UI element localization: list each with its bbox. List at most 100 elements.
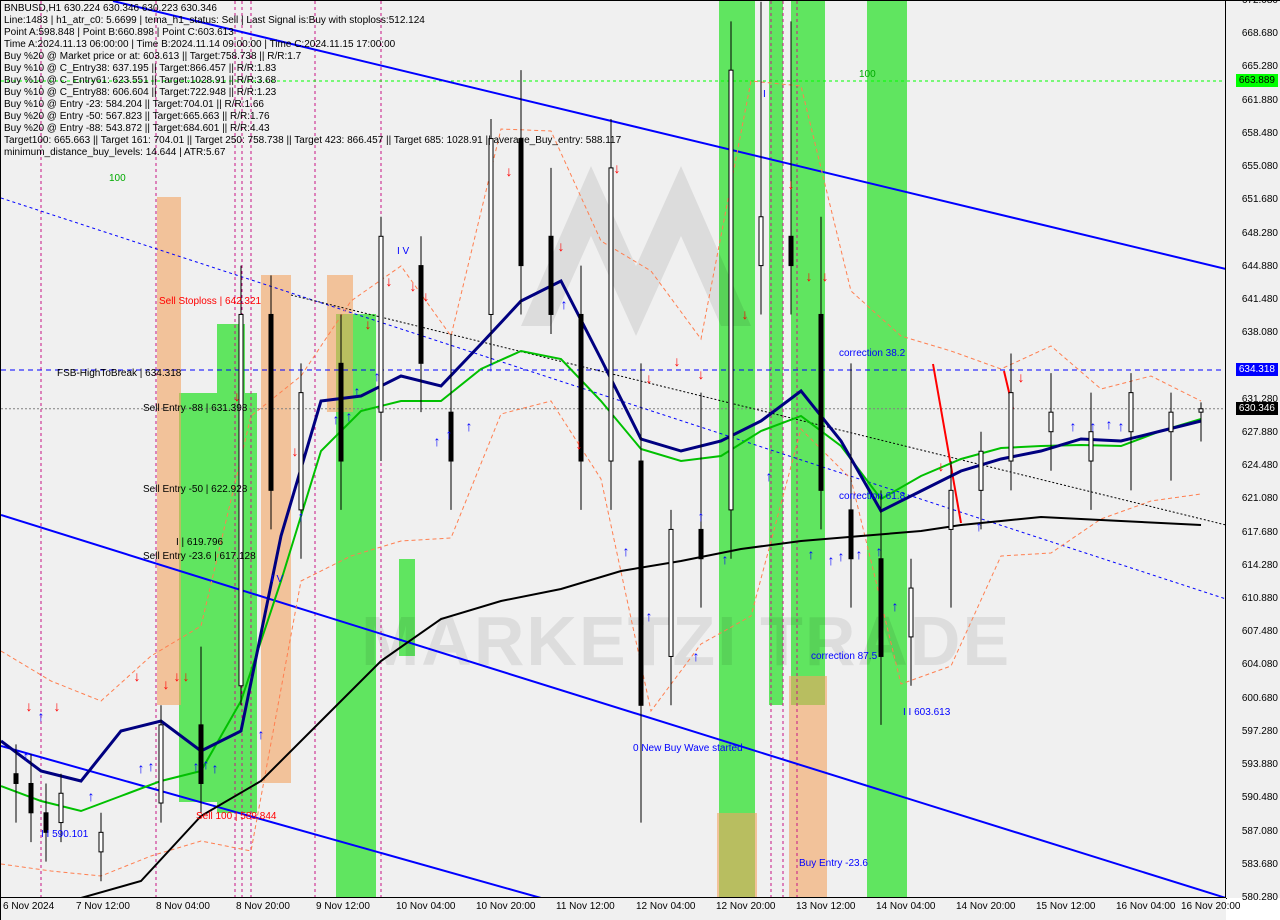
chart-annotation: FSB-HighToBreak | 634.318	[57, 368, 181, 379]
svg-text:↓: ↓	[386, 273, 393, 289]
info-line: Buy %10 @ C_Entry38: 637.195 || Target:8…	[4, 63, 276, 74]
svg-text:↑: ↑	[446, 426, 453, 442]
chart-annotation: Sell Stoploss | 642.321	[159, 296, 261, 307]
chart-annotation: Sell 100 | 589.844	[196, 811, 276, 822]
orange-zone	[261, 275, 291, 783]
svg-text:↓: ↓	[54, 698, 61, 714]
svg-text:↑: ↑	[38, 708, 45, 724]
chart-annotation: 100	[109, 173, 126, 184]
y-tick: 583.680	[1242, 859, 1278, 870]
svg-text:↓: ↓	[576, 436, 583, 452]
x-tick: 14 Nov 04:00	[876, 901, 936, 912]
svg-text:↑: ↑	[88, 788, 95, 804]
y-tick: 590.480	[1242, 792, 1278, 803]
green-zone	[867, 1, 907, 898]
y-tick: 624.480	[1242, 460, 1278, 471]
svg-text:↓: ↓	[423, 288, 430, 304]
y-tick: 604.080	[1242, 659, 1278, 670]
chart-annotation: correction 38.2	[839, 348, 905, 359]
info-line: Point A:598.848 | Point B:660.898 | Poin…	[4, 27, 234, 38]
info-line: Buy %20 @ Entry -50: 567.823 || Target:6…	[4, 111, 270, 122]
orange-zone	[157, 197, 181, 705]
orange-zone	[327, 275, 353, 412]
info-line: Line:1483 | h1_atr_c0: 5.6699 | tema_h1_…	[4, 15, 425, 26]
watermark-text: MARKETZI TRADE	[361, 601, 1011, 681]
chart-annotation: I V	[397, 246, 409, 257]
x-tick: 8 Nov 04:00	[156, 901, 210, 912]
orange-zone	[717, 813, 757, 898]
svg-text:↑: ↑	[856, 546, 863, 562]
svg-text:↑: ↑	[1118, 418, 1125, 434]
svg-text:↓: ↓	[938, 458, 945, 474]
chart-annotation: I	[763, 89, 766, 100]
green-zone	[245, 393, 257, 813]
y-tick: 668.680	[1242, 28, 1278, 39]
x-tick: 6 Nov 2024	[3, 901, 54, 912]
y-tick: 658.480	[1242, 128, 1278, 139]
info-line: Buy %20 @ Market price or at: 603.613 ||…	[4, 51, 301, 62]
svg-text:↑: ↑	[138, 760, 145, 776]
y-tick: 610.880	[1242, 593, 1278, 604]
svg-text:↓: ↓	[134, 668, 141, 684]
price-tag-green: 663.889	[1236, 74, 1278, 87]
chart-annotation: Buy Entry -23.6	[799, 858, 868, 869]
chart-annotation: correction 61.8	[839, 491, 905, 502]
x-tick: 16 Nov 20:00	[1181, 901, 1241, 912]
chart-annotation: 0 New Buy Wave started	[633, 743, 743, 754]
y-tick: 661.880	[1242, 95, 1278, 106]
y-tick: 651.680	[1242, 194, 1278, 205]
y-axis: 663.889 634.318 630.346 672.080668.68066…	[1225, 0, 1280, 898]
y-tick: 648.280	[1242, 228, 1278, 239]
info-line: Buy %10 @ C_Entry61: 623.551 || Target:1…	[4, 75, 276, 86]
y-tick: 631.280	[1242, 394, 1278, 405]
x-tick: 9 Nov 12:00	[316, 901, 370, 912]
info-line: Time A:2024.11.13 06:00:00 | Time B:2024…	[4, 39, 395, 50]
svg-text:↑: ↑	[298, 508, 305, 524]
y-tick: 617.680	[1242, 527, 1278, 538]
svg-text:↓: ↓	[410, 278, 417, 294]
svg-text:↑: ↑	[976, 518, 983, 534]
chart-annotation: Sell Entry -50 | 622.928	[143, 484, 247, 495]
x-tick: 11 Nov 12:00	[556, 901, 615, 912]
svg-text:↑: ↑	[623, 543, 630, 559]
x-tick: 16 Nov 04:00	[1116, 901, 1176, 912]
y-tick: 614.280	[1242, 560, 1278, 571]
svg-text:↑: ↑	[1090, 418, 1097, 434]
y-tick: 593.880	[1242, 759, 1278, 770]
x-tick: 10 Nov 20:00	[476, 901, 536, 912]
y-tick: 672.080	[1242, 0, 1278, 6]
x-tick: 14 Nov 20:00	[956, 901, 1016, 912]
y-tick: 607.480	[1242, 626, 1278, 637]
price-tag-blue: 634.318	[1236, 363, 1278, 376]
svg-text:↓: ↓	[1018, 369, 1025, 385]
x-tick: 7 Nov 12:00	[76, 901, 130, 912]
x-tick: 12 Nov 04:00	[636, 901, 696, 912]
chart-annotation: I I 603.613	[903, 707, 950, 718]
x-tick: 15 Nov 12:00	[1036, 901, 1096, 912]
svg-text:↑: ↑	[23, 748, 30, 764]
info-line: minimum_distance_buy_levels: 14.644 | AT…	[4, 147, 225, 158]
green-zone	[179, 393, 217, 802]
svg-text:↓: ↓	[292, 443, 299, 459]
svg-text:↑: ↑	[698, 508, 705, 524]
y-tick: 644.880	[1242, 261, 1278, 272]
y-tick: 641.480	[1242, 294, 1278, 305]
chart-annotation: I V	[271, 574, 283, 585]
svg-text:↑: ↑	[838, 548, 845, 564]
chart-annotation: 100	[859, 69, 876, 80]
y-tick: 638.080	[1242, 327, 1278, 338]
svg-text:↑: ↑	[466, 418, 473, 434]
y-tick: 621.080	[1242, 493, 1278, 504]
svg-text:↑: ↑	[1070, 418, 1077, 434]
info-line: Buy %10 @ Entry -23: 584.204 || Target:7…	[4, 99, 264, 110]
svg-text:↑: ↑	[434, 433, 441, 449]
info-line: Target100: 665.663 || Target 161: 704.01…	[4, 135, 621, 146]
plot-area[interactable]: MARKETZI TRADE ↑↑↑↑↑↑↑↑↑↑↑↑↑↑↑↑↑↑↑↑↑↑↑↑↑…	[0, 0, 1227, 899]
chart-annotation: Sell Entry -23.6 | 617.128	[143, 551, 256, 562]
y-tick: 597.280	[1242, 726, 1278, 737]
chart-annotation: Sell Entry -88 | 631.398	[143, 403, 247, 414]
x-tick: 10 Nov 04:00	[396, 901, 456, 912]
svg-text:↑: ↑	[1106, 416, 1113, 432]
x-tick: 8 Nov 20:00	[236, 901, 290, 912]
y-tick: 600.680	[1242, 693, 1278, 704]
